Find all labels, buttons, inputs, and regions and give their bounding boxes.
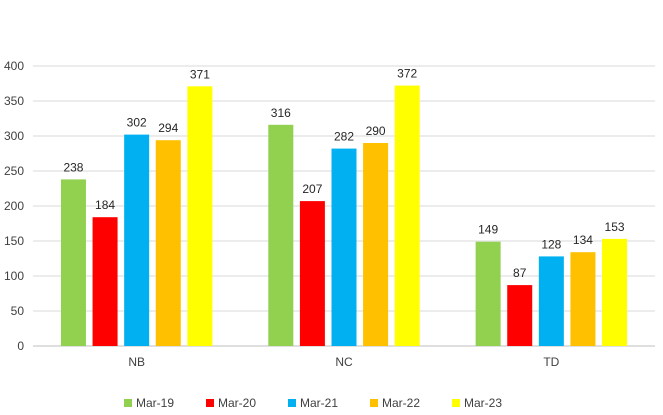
x-category-label: NC	[335, 355, 353, 369]
legend-swatch	[124, 399, 132, 407]
data-label: 302	[127, 116, 147, 130]
y-tick-label: 250	[4, 164, 24, 178]
bar-nc-mar-21	[331, 148, 357, 346]
y-tick-label: 0	[17, 339, 24, 353]
y-axis: 0 50 100 150 200 250 300 350 400	[4, 59, 24, 353]
data-label: 316	[271, 106, 291, 120]
y-tick-label: 400	[4, 59, 24, 73]
legend-swatch	[288, 399, 296, 407]
data-label: 294	[158, 121, 178, 135]
legend: Mar-19 Mar-20 Mar-21 Mar-22 Mar-23	[124, 396, 502, 410]
y-tick-label: 100	[4, 269, 24, 283]
data-labels: 238 184 302 294 371 316 207 282 290 372 149 87 128 13…	[63, 67, 624, 281]
bars	[60, 85, 628, 347]
bar-td-mar-23	[602, 238, 628, 346]
legend-swatch	[452, 399, 460, 407]
y-tick-label: 300	[4, 129, 24, 143]
bar-nb-mar-21	[124, 134, 150, 346]
bar-nb-mar-22	[155, 140, 181, 346]
legend-label: Mar-22	[382, 396, 420, 410]
y-tick-label: 350	[4, 94, 24, 108]
legend-label: Mar-20	[218, 396, 256, 410]
data-label: 372	[397, 67, 417, 81]
y-tick-label: 150	[4, 234, 24, 248]
data-label: 153	[605, 220, 625, 234]
legend-label: Mar-21	[300, 396, 338, 410]
bar-td-mar-20	[507, 285, 533, 346]
bar-nb-mar-20	[92, 217, 118, 346]
data-label: 282	[334, 130, 354, 144]
x-axis: NB NC TD	[128, 355, 559, 369]
y-tick-label: 50	[11, 304, 25, 318]
data-label: 238	[63, 160, 83, 174]
legend-swatch	[206, 399, 214, 407]
bar-nc-mar-20	[299, 201, 325, 346]
bar-nc-mar-23	[394, 85, 420, 346]
x-category-label: NB	[128, 355, 145, 369]
data-label: 207	[302, 182, 322, 196]
bar-nb-mar-23	[187, 86, 213, 347]
data-label: 128	[541, 237, 561, 251]
data-label: 87	[513, 266, 527, 280]
data-label: 134	[573, 233, 593, 247]
bar-nc-mar-19	[268, 124, 294, 346]
bar-td-mar-22	[570, 252, 596, 346]
legend-label: Mar-23	[464, 396, 502, 410]
bar-nb-mar-19	[60, 179, 86, 346]
legend-swatch	[370, 399, 378, 407]
bar-td-mar-21	[538, 256, 564, 346]
bar-td-mar-19	[475, 241, 501, 346]
bar-nc-mar-22	[363, 143, 389, 346]
data-label: 371	[190, 67, 210, 81]
legend-label: Mar-19	[136, 396, 174, 410]
data-label: 290	[366, 124, 386, 138]
data-label: 184	[95, 198, 115, 212]
data-label: 149	[478, 223, 498, 237]
x-category-label: TD	[543, 355, 559, 369]
y-tick-label: 200	[4, 199, 24, 213]
